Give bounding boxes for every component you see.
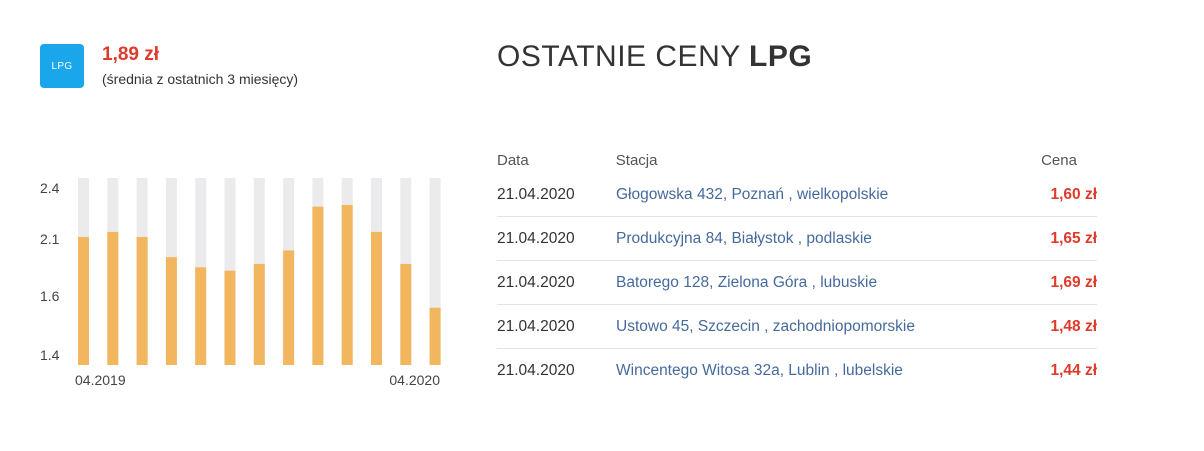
- table-row: 21.04.2020 Batorego 128, Zielona Góra , …: [497, 261, 1097, 305]
- x-tick-label-start: 04.2019: [75, 372, 126, 388]
- bar[interactable]: [195, 267, 207, 365]
- row-price: 1,44 zł: [1050, 361, 1097, 379]
- row-date: 21.04.2020: [497, 361, 575, 379]
- row-date: 21.04.2020: [497, 317, 575, 335]
- row-station-link[interactable]: Produkcyjna 84, Białystok , podlaskie: [616, 229, 872, 247]
- table-row: 21.04.2020 Produkcyjna 84, Białystok , p…: [497, 217, 1097, 261]
- bar[interactable]: [136, 236, 148, 365]
- bar[interactable]: [341, 204, 353, 365]
- title-bold: LPG: [749, 40, 813, 73]
- bar[interactable]: [224, 270, 236, 365]
- row-station-link[interactable]: Ustowo 45, Szczecin , zachodniopomorskie: [616, 317, 915, 335]
- bar[interactable]: [400, 263, 412, 365]
- row-price: 1,60 zł: [1050, 185, 1097, 203]
- x-tick-label-end: 04.2020: [389, 372, 440, 388]
- lpg-badge: LPG: [40, 44, 84, 88]
- y-tick-label: 2.4: [40, 180, 60, 196]
- average-price: 1,89 zł: [102, 44, 160, 65]
- price-history-chart: 2.4 2.1 1.6 1.4 04.2019 04.2020: [30, 160, 460, 400]
- price-history-chart-svg: 2.4 2.1 1.6 1.4 04.2019 04.2020: [40, 178, 441, 388]
- header-station: Stacja: [615, 152, 658, 169]
- header-date: Data: [497, 152, 529, 169]
- average-note: (średnia z ostatnich 3 miesięcy): [102, 71, 299, 87]
- row-station-link[interactable]: Wincentego Witosa 32a, Lublin , lubelski…: [616, 361, 903, 379]
- y-tick-label: 1.6: [40, 288, 60, 304]
- y-tick-label: 1.4: [40, 347, 60, 363]
- table-row: 21.04.2020 Wincentego Witosa 32a, Lublin…: [497, 349, 1097, 392]
- bar[interactable]: [429, 307, 441, 365]
- row-price: 1,69 zł: [1050, 273, 1097, 291]
- row-date: 21.04.2020: [497, 229, 575, 247]
- bar[interactable]: [312, 206, 324, 365]
- bar[interactable]: [165, 257, 177, 365]
- row-price: 1,65 zł: [1050, 229, 1097, 247]
- badge-label: LPG: [51, 60, 73, 72]
- bar[interactable]: [253, 263, 265, 365]
- table-row: 21.04.2020 Ustowo 45, Szczecin , zachodn…: [497, 305, 1097, 349]
- row-date: 21.04.2020: [497, 185, 575, 203]
- bar[interactable]: [78, 236, 89, 365]
- bar-track: [429, 178, 441, 365]
- prices-table: Data Stacja Cena 21.04.2020 Głogowska 43…: [497, 148, 1097, 392]
- title-regular: OSTATNIE CENY: [497, 40, 750, 73]
- row-price: 1,48 zł: [1050, 317, 1097, 335]
- bar[interactable]: [107, 231, 119, 365]
- table-row: 21.04.2020 Głogowska 432, Poznań , wielk…: [497, 173, 1097, 217]
- row-date: 21.04.2020: [497, 273, 575, 291]
- y-tick-label: 2.1: [40, 231, 60, 247]
- row-station-link[interactable]: Głogowska 432, Poznań , wielkopolskie: [616, 185, 889, 203]
- header-price: Cena: [1041, 152, 1077, 169]
- page-title: OSTATNIE CENY LPG: [497, 40, 812, 74]
- bar[interactable]: [283, 250, 295, 365]
- row-station-link[interactable]: Batorego 128, Zielona Góra , lubuskie: [616, 273, 878, 291]
- table-header: Data Stacja Cena: [497, 148, 1097, 173]
- bar[interactable]: [371, 231, 382, 365]
